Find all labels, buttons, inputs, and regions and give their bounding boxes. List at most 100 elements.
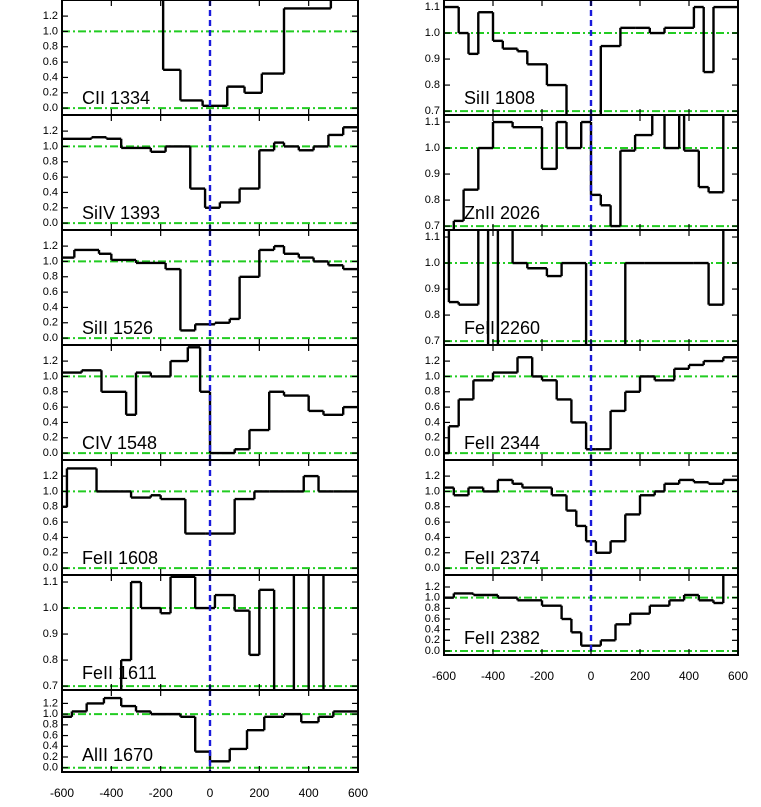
y-tick-label: 0.8 <box>43 719 58 731</box>
y-tick-label: 1.0 <box>43 602 58 614</box>
y-tick-label: 0.4 <box>425 531 440 543</box>
y-tick-label: 0.8 <box>43 501 58 513</box>
y-tick-label: 1.1 <box>43 576 58 588</box>
y-tick-label: 1.0 <box>425 592 440 604</box>
y-tick-label: 1.2 <box>43 470 58 482</box>
y-tick-label: 1.0 <box>43 255 58 267</box>
y-tick-label: 1.0 <box>43 140 58 152</box>
y-tick-label: 0.7 <box>43 680 58 692</box>
panel <box>62 690 358 772</box>
y-tick-label: 1.1 <box>425 231 440 243</box>
y-tick-label: 0.8 <box>425 194 440 206</box>
y-tick-label: 1.2 <box>43 697 58 709</box>
y-tick-label: 1.0 <box>43 708 58 720</box>
line-label: FeII 2260 <box>464 318 540 338</box>
line-label: FeII 1611 <box>82 663 157 683</box>
line-label: FeII 2374 <box>464 548 540 568</box>
x-tick-label: 400 <box>679 669 699 683</box>
panel <box>444 460 738 575</box>
y-tick-label: 0.2 <box>43 547 58 559</box>
y-tick-label: 1.0 <box>425 370 440 382</box>
y-tick-label: 0.6 <box>425 613 440 625</box>
panel <box>62 115 358 230</box>
y-tick-label: 0.9 <box>425 53 440 65</box>
line-label: AlII 1670 <box>82 745 153 765</box>
y-tick-label: 0.2 <box>43 202 58 214</box>
x-tick-label: -200 <box>149 786 173 800</box>
y-tick-label: 0.7 <box>425 105 440 117</box>
y-tick-label: 0.8 <box>425 501 440 513</box>
x-tick-label: -200 <box>530 669 554 683</box>
x-tick-label: -400 <box>481 669 505 683</box>
y-tick-label: 0.8 <box>425 79 440 91</box>
y-tick-label: 0.8 <box>43 386 58 398</box>
y-tick-label: 0.8 <box>43 156 58 168</box>
y-tick-label: 1.0 <box>425 257 440 269</box>
y-tick-label: 0.4 <box>425 416 440 428</box>
y-tick-label: 0.8 <box>425 386 440 398</box>
y-tick-label: 0.0 <box>425 562 440 574</box>
y-tick-label: 0.9 <box>43 628 58 640</box>
y-tick-label: 0.4 <box>43 71 58 83</box>
y-tick-label: 0.8 <box>43 654 58 666</box>
y-tick-label: 1.1 <box>425 116 440 128</box>
panel <box>62 0 358 115</box>
y-tick-label: 1.0 <box>425 485 440 497</box>
y-tick-label: 0.2 <box>43 87 58 99</box>
y-tick-label: 0.0 <box>43 562 58 574</box>
y-tick-label: 0.8 <box>43 271 58 283</box>
y-tick-label: 1.2 <box>425 355 440 367</box>
y-tick-label: 0.4 <box>43 740 58 752</box>
y-tick-label: 0.6 <box>43 286 58 298</box>
panel <box>62 460 358 575</box>
y-tick-label: 0.7 <box>425 335 440 347</box>
panel-frame <box>61 689 359 773</box>
y-tick-label: 1.2 <box>43 355 58 367</box>
x-tick-label: 0 <box>588 669 595 683</box>
line-label: FeII 1608 <box>82 548 158 568</box>
y-tick-label: 1.2 <box>43 10 58 22</box>
y-tick-label: 0.6 <box>425 401 440 413</box>
y-tick-label: 0.2 <box>425 547 440 559</box>
x-tick-label: 200 <box>630 669 650 683</box>
line-label: ZnII 2026 <box>464 203 540 223</box>
y-tick-label: 0.6 <box>43 729 58 741</box>
y-tick-label: 1.2 <box>425 470 440 482</box>
y-tick-label: 0.4 <box>425 624 440 636</box>
line-label: FeII 2382 <box>464 628 540 648</box>
y-tick-label: 0.6 <box>43 516 58 528</box>
y-tick-label: 0.6 <box>43 401 58 413</box>
y-tick-label: 1.0 <box>43 370 58 382</box>
y-tick-label: 0.0 <box>425 645 440 657</box>
panel <box>444 345 738 460</box>
y-tick-label: 0.2 <box>425 432 440 444</box>
y-tick-label: 1.0 <box>43 25 58 37</box>
x-tick-label: 200 <box>249 786 269 800</box>
y-tick-label: 0.0 <box>43 762 58 774</box>
y-tick-label: 1.1 <box>425 1 440 13</box>
x-tick-label: 600 <box>728 669 748 683</box>
line-label: SiIV 1393 <box>82 203 160 223</box>
y-tick-label: 1.2 <box>43 240 58 252</box>
y-tick-label: 0.2 <box>43 432 58 444</box>
line-label: SiII 1808 <box>464 88 535 108</box>
y-tick-label: 0.0 <box>43 217 58 229</box>
y-tick-label: 0.9 <box>425 283 440 295</box>
y-tick-label: 1.0 <box>425 27 440 39</box>
panel-frame <box>443 574 739 656</box>
y-tick-label: 1.0 <box>425 142 440 154</box>
y-tick-label: 0.4 <box>43 531 58 543</box>
y-tick-label: 0.2 <box>43 751 58 763</box>
y-tick-label: 0.8 <box>43 41 58 53</box>
x-tick-label: -400 <box>99 786 123 800</box>
line-label: CIV 1548 <box>82 433 157 453</box>
line-label: FeII 2344 <box>464 433 540 453</box>
y-tick-label: 0.4 <box>43 186 58 198</box>
y-tick-label: 0.6 <box>43 56 58 68</box>
y-tick-label: 0.6 <box>43 171 58 183</box>
panel <box>62 345 358 460</box>
y-tick-label: 1.2 <box>43 125 58 137</box>
x-tick-label: 0 <box>207 786 214 800</box>
